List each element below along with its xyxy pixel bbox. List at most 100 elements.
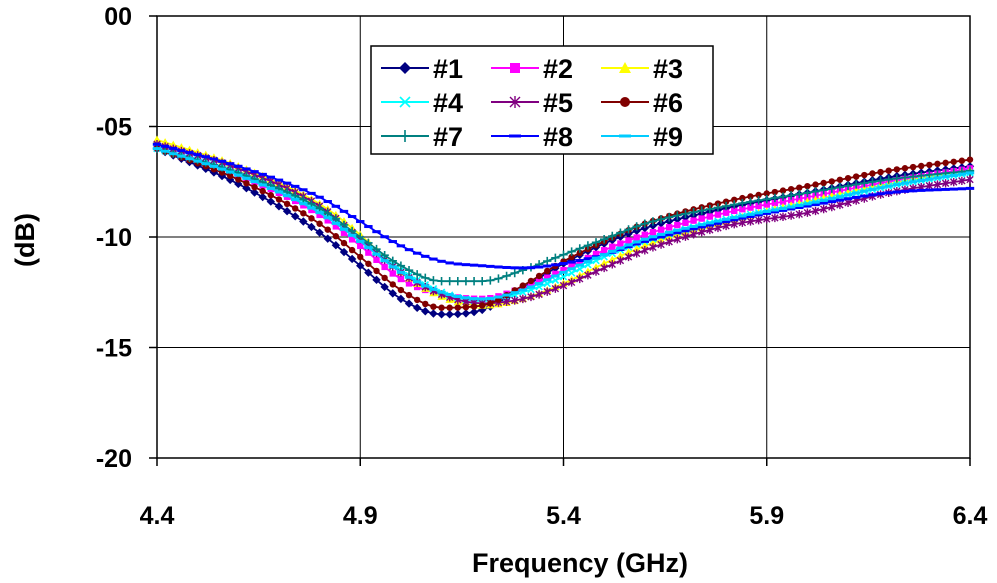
data-point [641,246,649,255]
data-point [404,299,414,308]
data-point [795,210,803,219]
legend-item-5: #5 [491,88,573,118]
data-point [323,234,332,243]
data-point [616,246,625,250]
data-point [575,244,584,253]
data-point [454,304,462,311]
data-point [933,180,942,189]
data-point [771,188,779,196]
data-point [339,209,349,213]
data-point [722,209,730,216]
series-9 [152,147,975,301]
data-point [714,223,722,233]
data-point [307,206,316,210]
data-point [836,176,844,183]
data-point [445,277,454,286]
data-point [438,304,445,311]
data-point [291,198,300,202]
series-7 [152,144,975,286]
data-point [796,184,803,191]
data-point [819,204,828,214]
data-point [429,257,438,261]
data-point [412,270,422,279]
data-point [787,211,795,220]
data-point [470,303,478,310]
data-point [966,175,974,184]
data-point [469,307,479,317]
data-point [356,220,365,224]
data-point [324,226,331,233]
data-point [511,296,519,305]
data-point [648,235,658,239]
data-point [827,184,836,193]
data-point [958,176,966,186]
data-point [657,240,665,249]
data-point [624,252,633,262]
data-point [835,183,845,192]
data-point [933,188,942,192]
data-point [941,175,950,179]
data-point [648,221,658,230]
data-point [560,266,567,274]
data-point [160,149,170,153]
data-point [397,275,405,283]
data-point [624,225,633,234]
data-point [583,241,593,250]
data-point [235,176,242,183]
data-point [770,210,780,214]
data-point [918,162,925,170]
data-point [364,225,373,229]
data-point [925,170,934,180]
data-point [656,215,666,224]
data-point [730,200,739,209]
data-point [681,229,690,233]
legend-item-4: #4 [381,88,463,118]
data-point [445,261,454,265]
data-point [291,184,300,188]
data-point [828,178,835,185]
data-point [641,231,648,238]
data-point [763,201,770,208]
data-point [746,212,755,216]
data-point [462,304,470,311]
data-point [356,239,365,243]
data-point [851,180,861,189]
legend-item-3: #3 [601,54,683,84]
data-point [169,146,178,150]
data-point [689,227,698,231]
data-point [576,249,583,257]
legend-marker-icon [399,130,411,142]
data-point [519,282,527,289]
data-point [502,297,511,306]
data-point [795,203,804,207]
data-point [941,179,950,188]
data-point [892,183,902,187]
data-point [568,263,575,270]
data-point [209,157,219,161]
data-point [543,256,552,266]
data-point [812,181,819,188]
data-point [372,244,381,254]
data-point [665,237,673,247]
data-point [779,198,787,205]
data-point [786,191,796,200]
data-point [218,169,226,176]
data-point [421,307,430,316]
data-point [152,147,162,151]
data-point [461,309,471,318]
data-point [616,228,625,237]
data-point [274,190,284,194]
data-point [567,267,576,271]
data-point [966,156,974,163]
data-point [461,296,471,300]
data-point [656,235,666,239]
data-point [300,210,307,217]
data-point [421,273,430,283]
data-point [795,189,804,199]
data-point [632,240,641,244]
data-point [323,216,332,220]
data-point [836,200,844,210]
data-point [193,153,202,157]
data-point [535,290,543,299]
data-point [746,214,755,218]
